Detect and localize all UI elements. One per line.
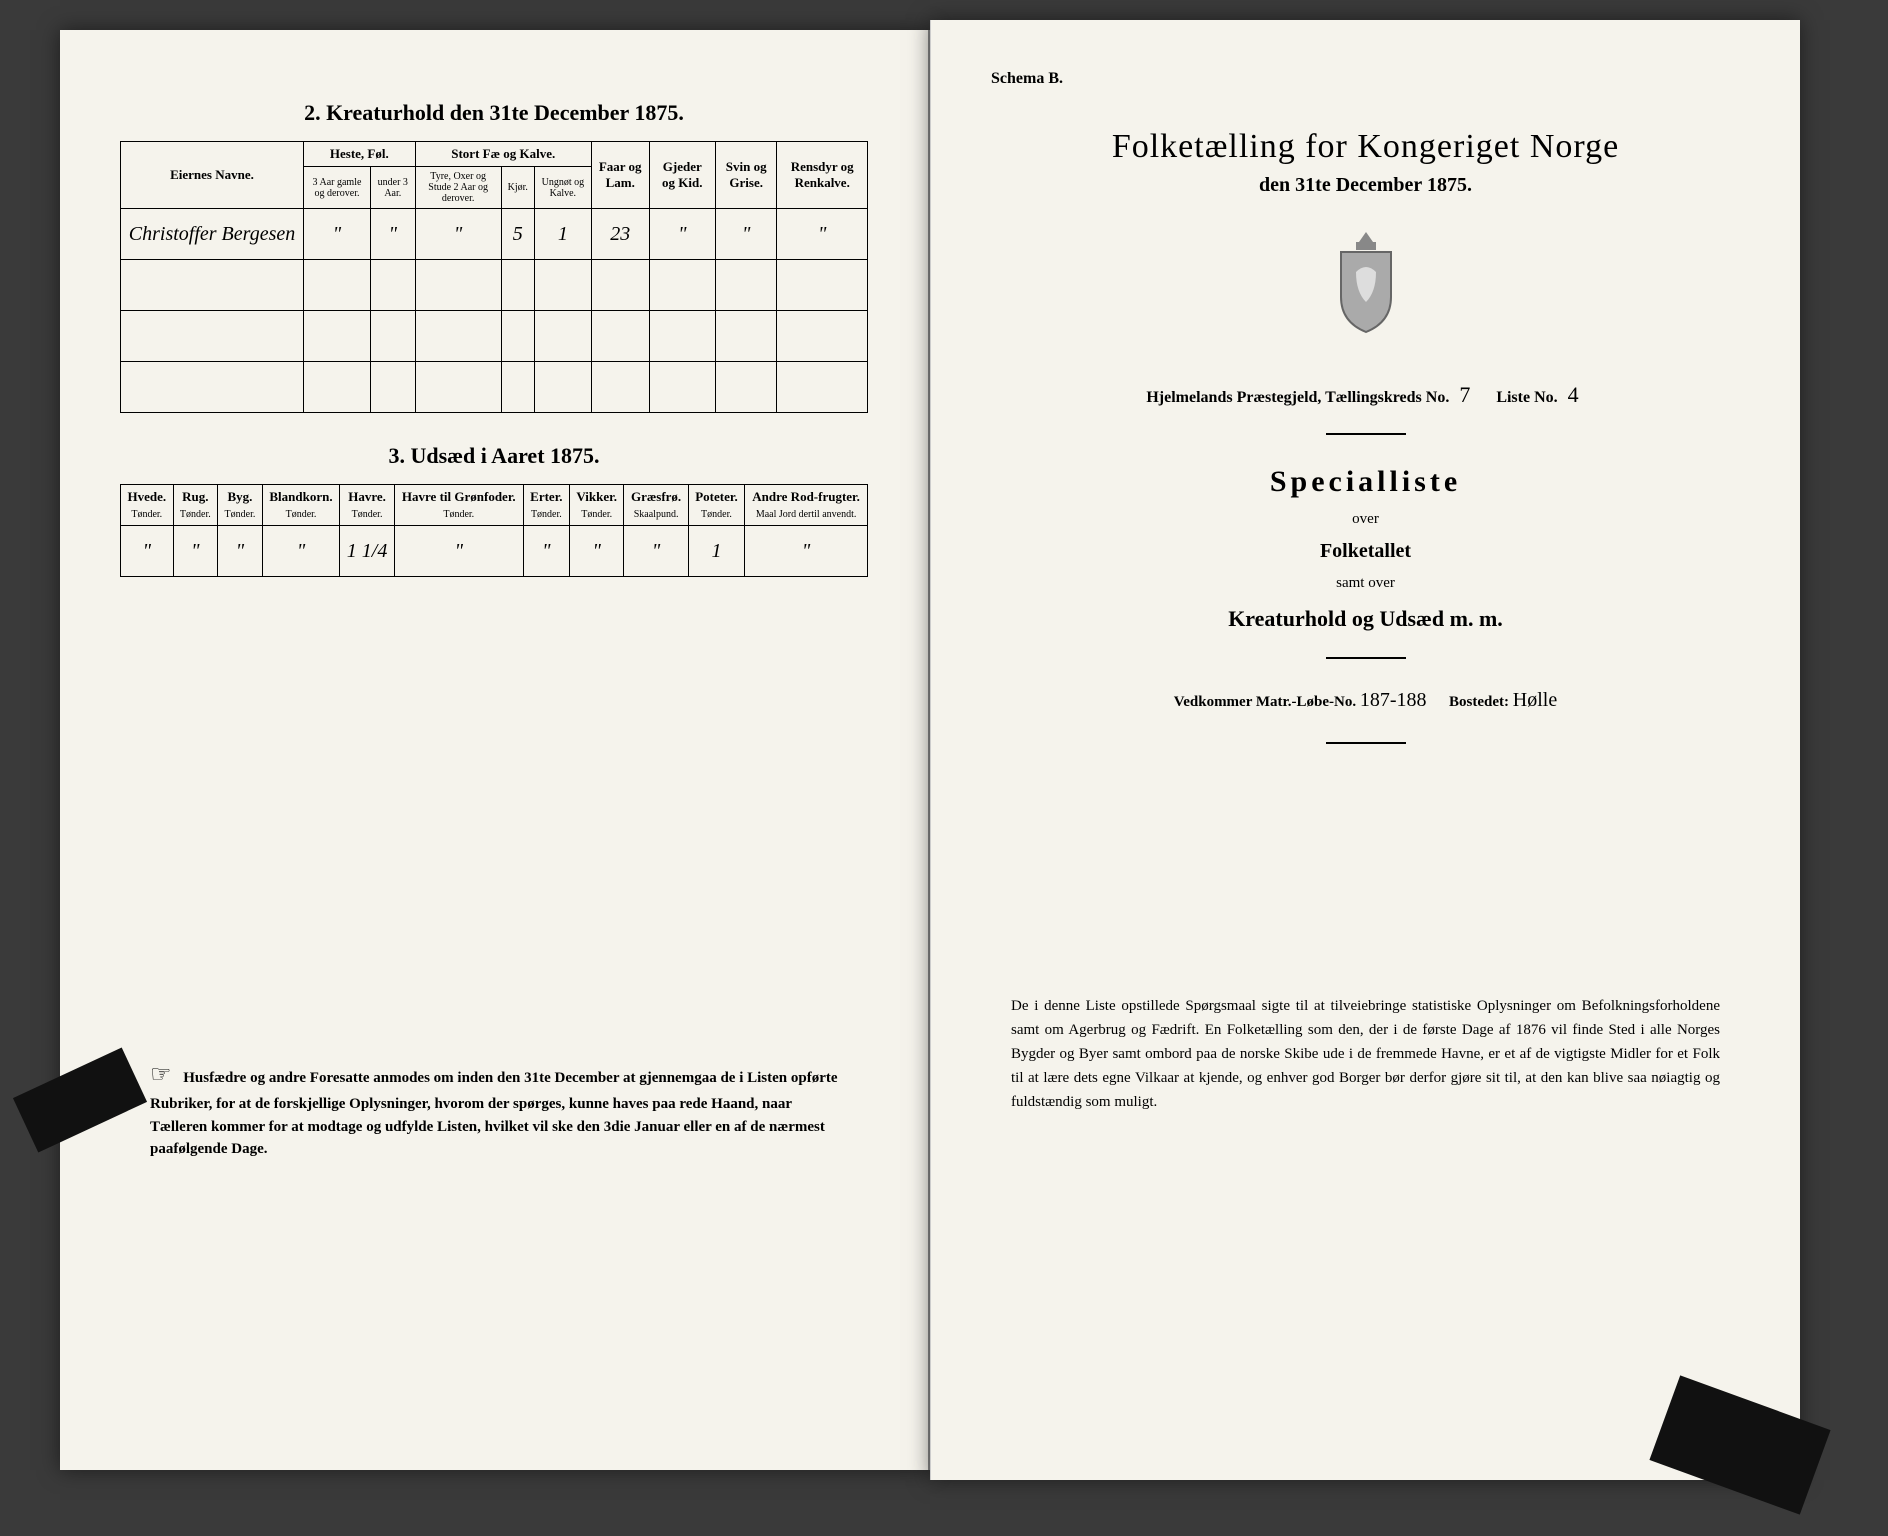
col-svin: Svin og Grise. <box>716 142 777 209</box>
footnote: ☞ Husfædre og andre Foresatte anmodes om… <box>120 1057 868 1161</box>
right-page: Schema B. Folketælling for Kongeriget No… <box>930 20 1800 1480</box>
region-line: Hjelmelands Præstegjeld, Tællingskreds N… <box>991 382 1740 408</box>
seed-header-row: Hvede.Tønder. Rug.Tønder. Byg.Tønder. Bl… <box>121 485 868 526</box>
specialliste-title: Specialliste <box>991 465 1740 499</box>
sub-stort3: Ungnøt og Kalve. <box>534 167 591 209</box>
bottom-paragraph: De i denne Liste opstillede Spørgsmaal s… <box>991 994 1740 1114</box>
cell: " <box>777 209 868 260</box>
col-gjeder: Gjeder og Kid. <box>649 142 715 209</box>
col: Blandkorn.Tønder. <box>262 485 340 526</box>
divider <box>1326 657 1406 659</box>
table-row <box>121 362 868 413</box>
grp-heste: Heste, Føl. <box>304 142 416 167</box>
cell: " <box>394 526 523 577</box>
footnote-text: Husfædre og andre Foresatte anmodes om i… <box>150 1070 838 1157</box>
cell: " <box>649 209 715 260</box>
section3-title: 3. Udsæd i Aaret 1875. <box>120 443 868 469</box>
col: Havre.Tønder. <box>340 485 395 526</box>
cell: 1 1/4 <box>340 526 395 577</box>
samt-label: samt over <box>991 575 1740 592</box>
col: Rug.Tønder. <box>173 485 218 526</box>
bostedet-value: Hølle <box>1513 689 1557 711</box>
cell: " <box>569 526 624 577</box>
col-rensdyr: Rensdyr og Renkalve. <box>777 142 868 209</box>
col: Poteter.Tønder. <box>688 485 744 526</box>
liste-no: 4 <box>1562 382 1585 407</box>
col: Hvede.Tønder. <box>121 485 174 526</box>
kreatur-label: Kreaturhold og Udsæd m. m. <box>991 606 1740 632</box>
cell: " <box>415 209 501 260</box>
divider <box>1326 742 1406 744</box>
cell: " <box>121 526 174 577</box>
col: Andre Rod-frugter.Maal Jord dertil anven… <box>745 485 868 526</box>
sub-heste1: 3 Aar gamle og derover. <box>304 167 371 209</box>
main-title: Folketælling for Kongeriget Norge <box>991 128 1740 166</box>
kreds-no: 7 <box>1453 382 1476 407</box>
seed-table: Hvede.Tønder. Rug.Tønder. Byg.Tønder. Bl… <box>120 484 868 577</box>
over-label: over <box>991 511 1740 528</box>
grp-stort: Stort Fæ og Kalve. <box>415 142 591 167</box>
cell: " <box>624 526 688 577</box>
cell: 5 <box>501 209 534 260</box>
sub-heste2: under 3 Aar. <box>370 167 415 209</box>
region-prefix: Hjelmelands Præstegjeld, Tællingskreds N… <box>1146 389 1449 406</box>
owner-cell: Christoffer Bergesen <box>121 209 304 260</box>
matr-line: Vedkommer Matr.-Løbe-No. 187-188 Bostede… <box>991 689 1740 712</box>
col: Byg.Tønder. <box>218 485 263 526</box>
cell: 1 <box>534 209 591 260</box>
book-spread: 2. Kreaturhold den 31te December 1875. E… <box>60 30 1840 1500</box>
col-owner: Eiernes Navne. <box>121 142 304 209</box>
table-row: Christoffer Bergesen " " " 5 1 23 " " " <box>121 209 868 260</box>
divider <box>1326 433 1406 435</box>
schema-label: Schema B. <box>991 70 1740 88</box>
livestock-table: Eiernes Navne. Heste, Føl. Stort Fæ og K… <box>120 141 868 413</box>
bostedet-label: Bostedet: <box>1449 694 1509 710</box>
cell: " <box>218 526 263 577</box>
cell: " <box>370 209 415 260</box>
table-row: " " " " 1 1/4 " " " " 1 " <box>121 526 868 577</box>
col: Erter.Tønder. <box>523 485 569 526</box>
paper-clip-right <box>1649 1375 1830 1514</box>
liste-label: Liste No. <box>1496 389 1557 406</box>
col: Græsfrø.Skaalpund. <box>624 485 688 526</box>
cell: " <box>262 526 340 577</box>
matr-no: 187-188 <box>1360 689 1427 711</box>
folketallet-label: Folketallet <box>991 540 1740 563</box>
cell: " <box>523 526 569 577</box>
col: Vikker.Tønder. <box>569 485 624 526</box>
table-row <box>121 311 868 362</box>
coat-of-arms-icon <box>991 227 1740 342</box>
sub-stort2: Kjør. <box>501 167 534 209</box>
table-row <box>121 260 868 311</box>
sub-stort1: Tyre, Oxer og Stude 2 Aar og derover. <box>415 167 501 209</box>
cell: " <box>745 526 868 577</box>
left-page: 2. Kreaturhold den 31te December 1875. E… <box>60 30 930 1470</box>
cell: " <box>716 209 777 260</box>
cell: 23 <box>591 209 649 260</box>
col: Havre til Grønfoder.Tønder. <box>394 485 523 526</box>
pointing-hand-icon: ☞ <box>150 1062 172 1088</box>
col-faar: Faar og Lam. <box>591 142 649 209</box>
section2-title: 2. Kreaturhold den 31te December 1875. <box>120 100 868 126</box>
date-line: den 31te December 1875. <box>991 174 1740 197</box>
cell: " <box>304 209 371 260</box>
cell: " <box>173 526 218 577</box>
cell: 1 <box>688 526 744 577</box>
matr-label: Vedkommer Matr.-Løbe-No. <box>1174 694 1356 710</box>
